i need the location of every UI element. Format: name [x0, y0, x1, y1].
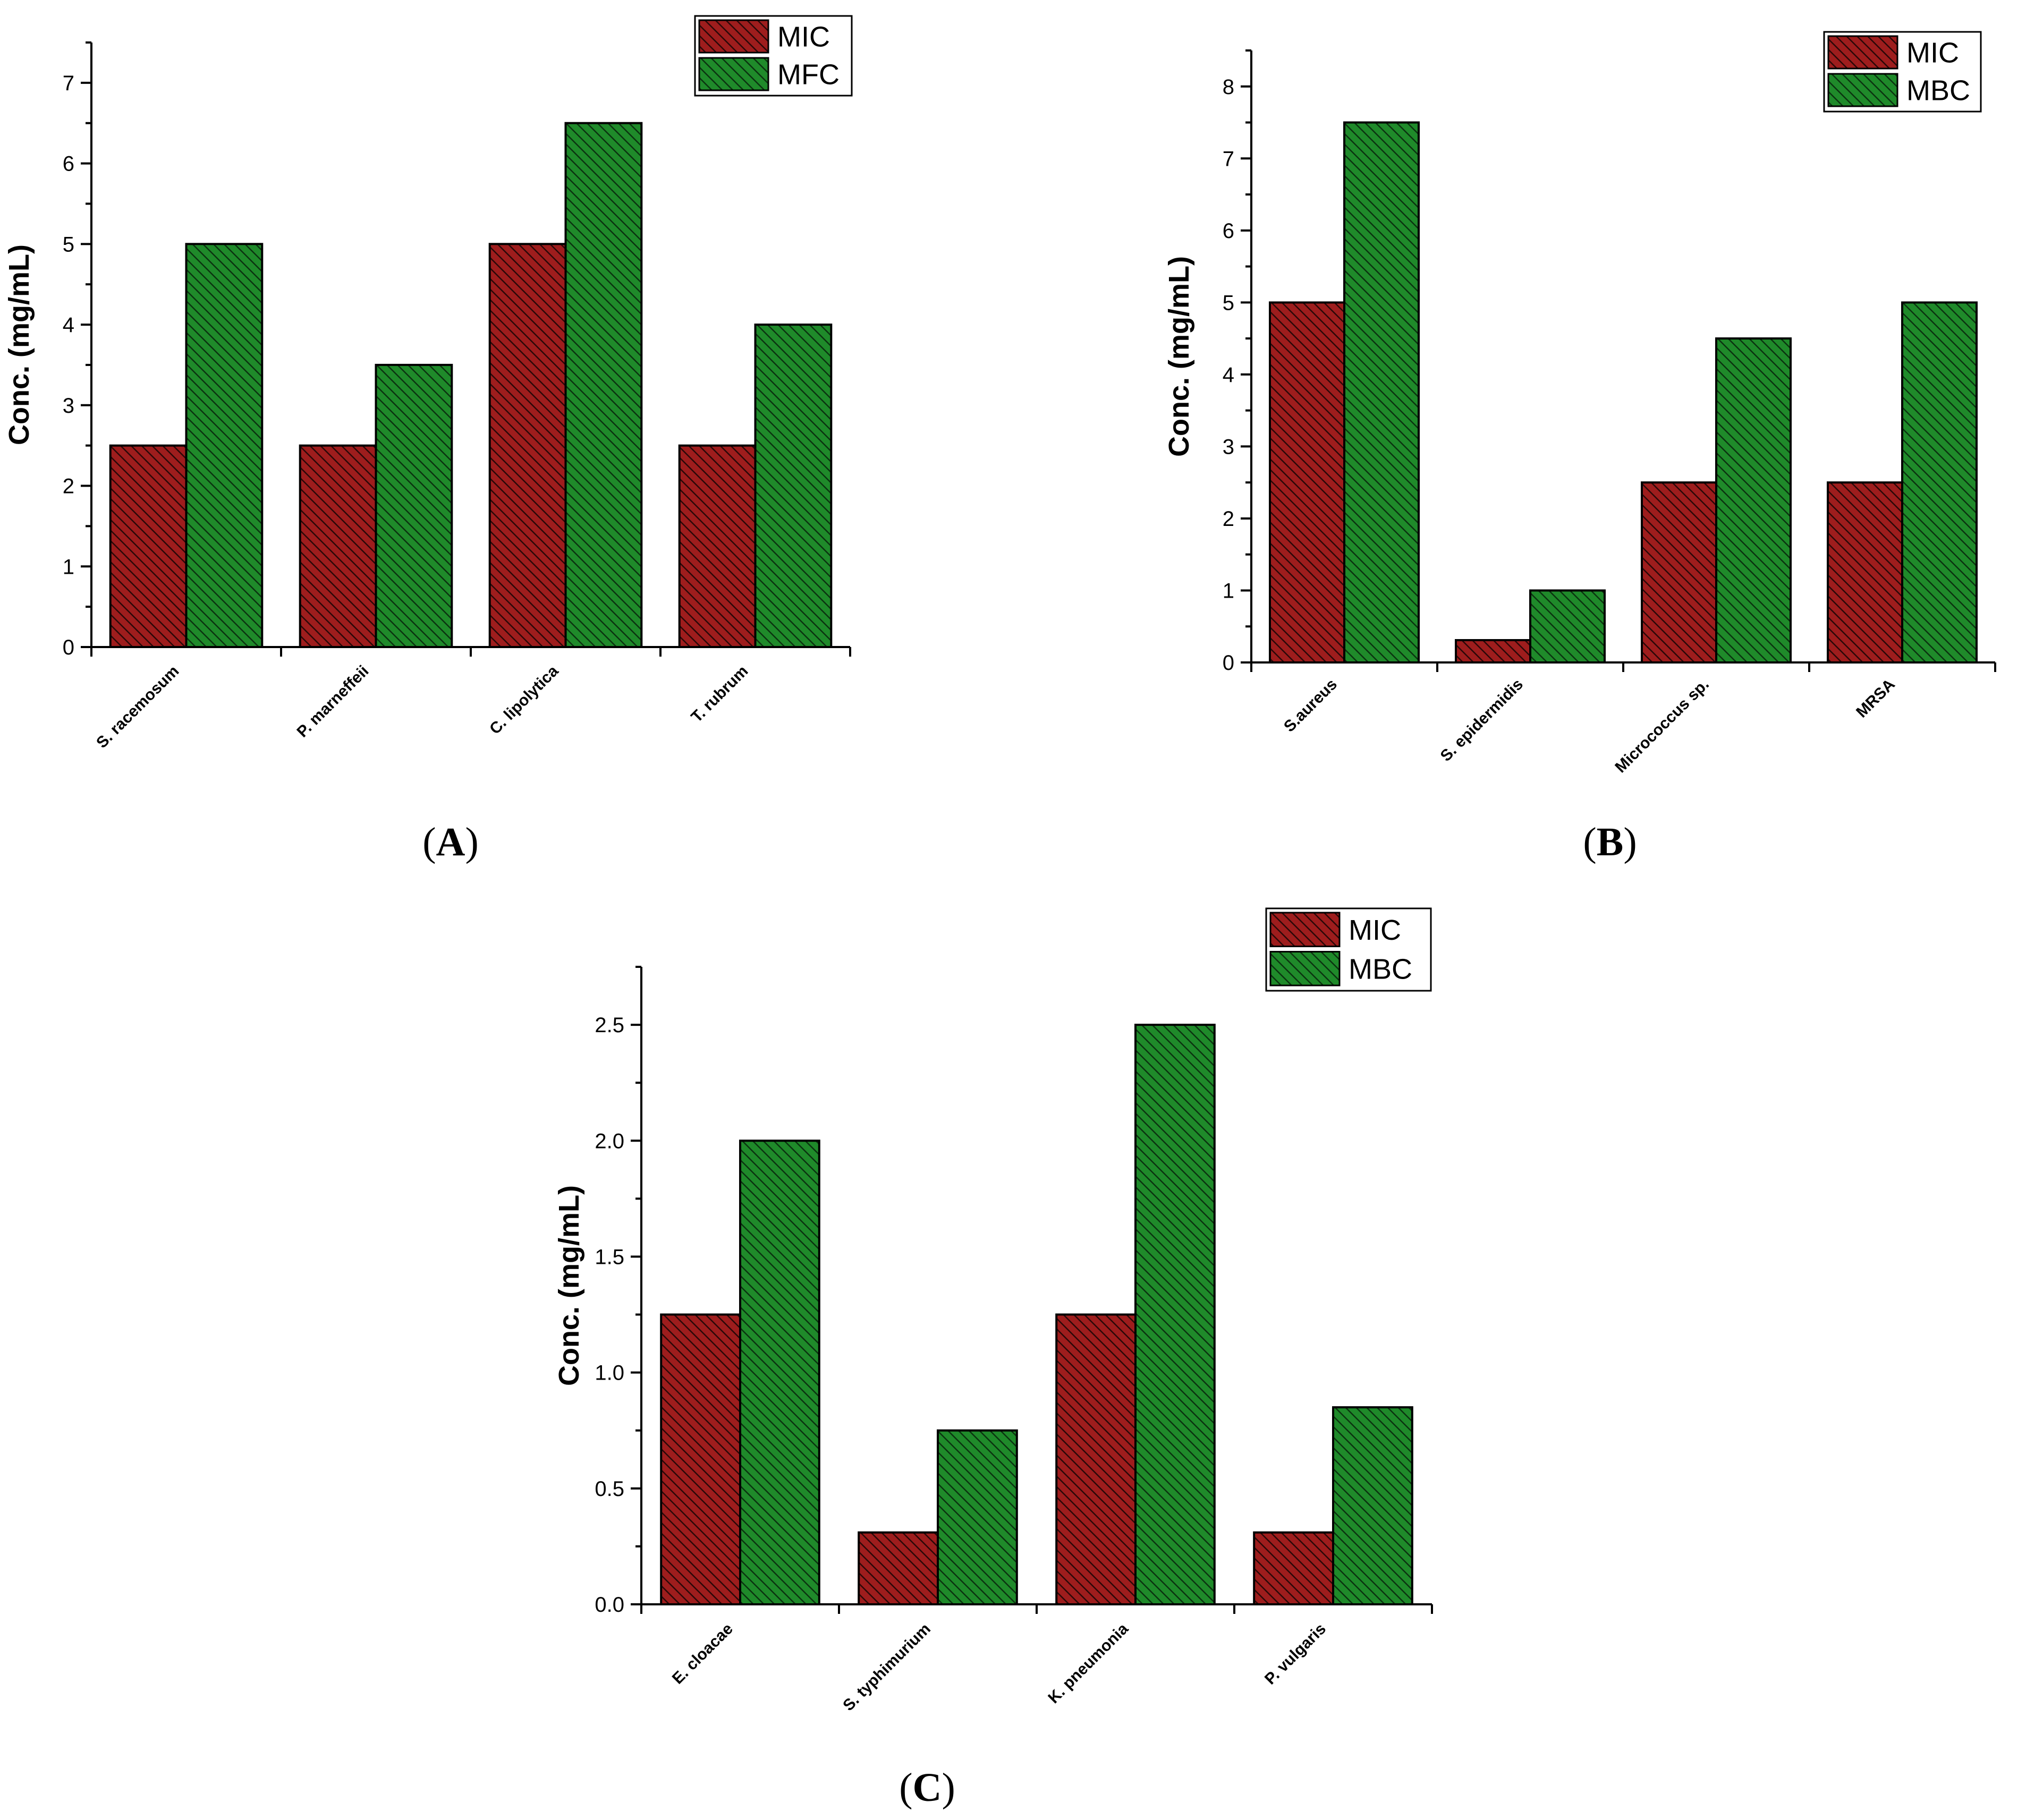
legend-swatch-mbc — [1269, 951, 1341, 986]
bar-mic-3 — [1641, 481, 1717, 664]
x-tick-label: Micrococcus sp. — [1612, 676, 1713, 777]
bar-mbc-1 — [739, 1139, 820, 1606]
bar-mic-2 — [858, 1531, 939, 1605]
legend-swatch-mic — [698, 19, 769, 54]
x-tick-label: S. epidermidis — [1437, 676, 1527, 765]
x-tick-label: S.aureus — [1281, 676, 1341, 736]
y-tick-label: 1 — [1223, 579, 1234, 602]
y-tick-label: 8 — [1223, 75, 1234, 99]
y-tick-label: 2.0 — [595, 1129, 624, 1153]
bar-mic-4 — [1253, 1531, 1334, 1605]
bar-mfc-3 — [564, 122, 643, 648]
y-tick-label: 0 — [1223, 651, 1234, 675]
y-tick-label: 2 — [63, 475, 74, 498]
panel-label: (C) — [899, 1765, 955, 1810]
bar-mbc-3 — [1134, 1024, 1216, 1605]
y-axis-label: Conc. (mg/mL) — [3, 244, 35, 445]
chart-panel-a: 0 1 2 3 4 5 6 7 S. racemosum P. marneffeii C. lipo… — [3, 15, 853, 864]
y-axis-label: Conc. (mg/mL) — [553, 1185, 585, 1386]
x-tick-label: MRSA — [1853, 676, 1898, 721]
y-tick-label: 3 — [63, 394, 74, 418]
panel-label: (B) — [1583, 820, 1637, 864]
chart-panel-c: 0.0 0.5 1.0 1.5 2.0 2.5 E. cloacae S. typhimuri… — [553, 907, 1433, 1810]
legend-label-mbc: MBC — [1906, 75, 1970, 107]
legend-label-mic: MIC — [1349, 914, 1401, 946]
legend-swatch-mbc — [1827, 73, 1898, 107]
x-tick-label: E. cloacae — [669, 1620, 736, 1688]
legend-swatch-mic — [1827, 35, 1898, 70]
bar-mic-4 — [678, 444, 757, 648]
bar-mic-2 — [1455, 639, 1531, 664]
bar-mic-1 — [660, 1313, 741, 1605]
legend-swatch-mfc — [698, 57, 769, 91]
bar-mbc-4 — [1332, 1406, 1413, 1606]
legend-label-mic: MIC — [777, 21, 830, 53]
x-tick-label: T. rubrum — [688, 662, 751, 726]
y-tick-label: 6 — [1223, 219, 1234, 243]
legend: MIC MBC — [1823, 31, 1982, 113]
y-tick-label: 4 — [1223, 363, 1234, 387]
y-tick-label: 5 — [1223, 291, 1234, 314]
y-tick-label: 7 — [1223, 147, 1234, 171]
bar-mic-1 — [109, 444, 188, 648]
y-tick-label: 2.5 — [595, 1014, 624, 1037]
legend: MIC MFC — [694, 15, 853, 97]
bar-mbc-2 — [1529, 589, 1606, 664]
chart-panel-b: 0 1 2 3 4 5 6 7 8 S.aureus S. epidermidis Micrococc… — [1163, 31, 1996, 864]
y-tick-label: 6 — [63, 152, 74, 176]
bar-mic-2 — [299, 444, 377, 648]
y-tick-label: 7 — [63, 72, 74, 95]
x-tick-label: S. typhimurium — [840, 1620, 934, 1715]
panel-label: (A) — [422, 820, 479, 864]
bar-mfc-4 — [754, 324, 833, 648]
bar-mbc-4 — [1901, 301, 1978, 664]
y-tick-label: 5 — [63, 233, 74, 256]
y-tick-label: 1.0 — [595, 1362, 624, 1385]
legend-label-mbc: MBC — [1349, 953, 1412, 985]
bar-mfc-1 — [185, 243, 264, 648]
legend: MIC MBC — [1265, 907, 1432, 992]
x-tick-label: P. marneffeii — [294, 662, 372, 741]
y-axis-label: Conc. (mg/mL) — [1163, 256, 1195, 457]
bar-mfc-2 — [375, 363, 453, 648]
x-tick-label: P. vulgaris — [1261, 1620, 1329, 1688]
y-tick-label: 0.0 — [595, 1593, 624, 1617]
bar-mic-4 — [1827, 481, 1903, 664]
legend-label-mfc: MFC — [777, 59, 840, 91]
y-tick-label: 3 — [1223, 435, 1234, 458]
bar-mbc-2 — [937, 1429, 1018, 1605]
x-tick-label: C. lipolytica — [486, 662, 562, 738]
y-tick-label: 4 — [63, 313, 74, 337]
bar-mic-1 — [1269, 301, 1345, 664]
bar-mbc-1 — [1343, 121, 1420, 664]
y-tick-label: 1 — [63, 555, 74, 579]
y-tick-label: 2 — [1223, 507, 1234, 531]
y-tick-label: 0 — [63, 636, 74, 659]
legend-label-mic: MIC — [1906, 37, 1959, 69]
y-tick-label: 1.5 — [595, 1245, 624, 1269]
y-tick-label: 0.5 — [595, 1477, 624, 1501]
bar-mic-3 — [1055, 1313, 1137, 1605]
bar-mic-3 — [488, 243, 567, 648]
legend-swatch-mic — [1269, 912, 1341, 947]
x-tick-label: S. racemosum — [93, 662, 182, 752]
x-tick-label: K. pneumonia — [1045, 1620, 1132, 1707]
bar-mbc-3 — [1715, 337, 1792, 664]
